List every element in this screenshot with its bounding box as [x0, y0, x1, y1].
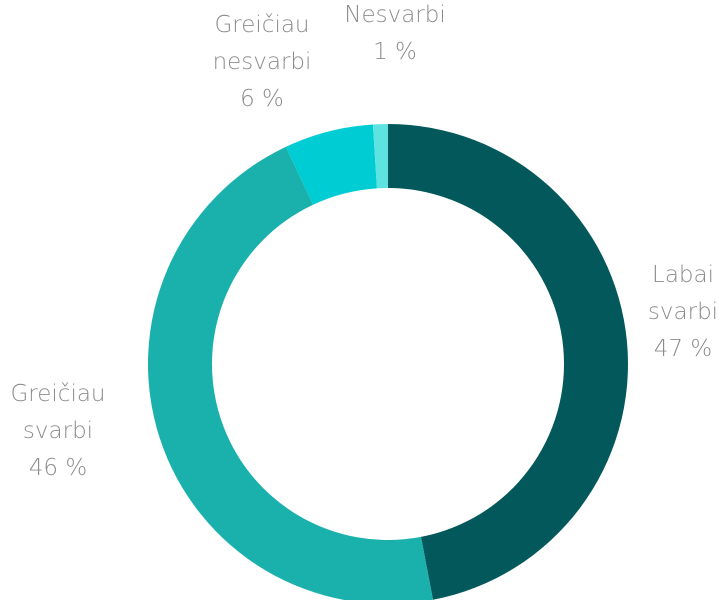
donut-segment — [388, 124, 629, 600]
segment-label: Labai svarbi — [648, 262, 718, 325]
label-line: nesvarbi — [213, 49, 312, 75]
segment-label: Nesvarbi — [344, 2, 446, 28]
label-line: Labai — [652, 262, 714, 288]
label-line: Nesvarbi — [344, 2, 446, 28]
value-label: 6 % — [240, 86, 284, 112]
label-line: Greičiau — [10, 381, 105, 407]
value-label: 46 % — [29, 455, 87, 481]
value-label: 1 % — [373, 39, 417, 65]
donut-segment — [148, 146, 433, 600]
segment-label: Greičiau nesvarbi — [213, 12, 312, 75]
label-line: Greičiau — [214, 12, 309, 38]
value-label: 47 % — [654, 336, 712, 362]
label-line: svarbi — [648, 299, 718, 325]
donut-segment — [285, 124, 377, 205]
segment-label: Greičiau svarbi — [10, 381, 105, 444]
label-line: svarbi — [23, 418, 93, 444]
donut-segment — [372, 124, 388, 189]
